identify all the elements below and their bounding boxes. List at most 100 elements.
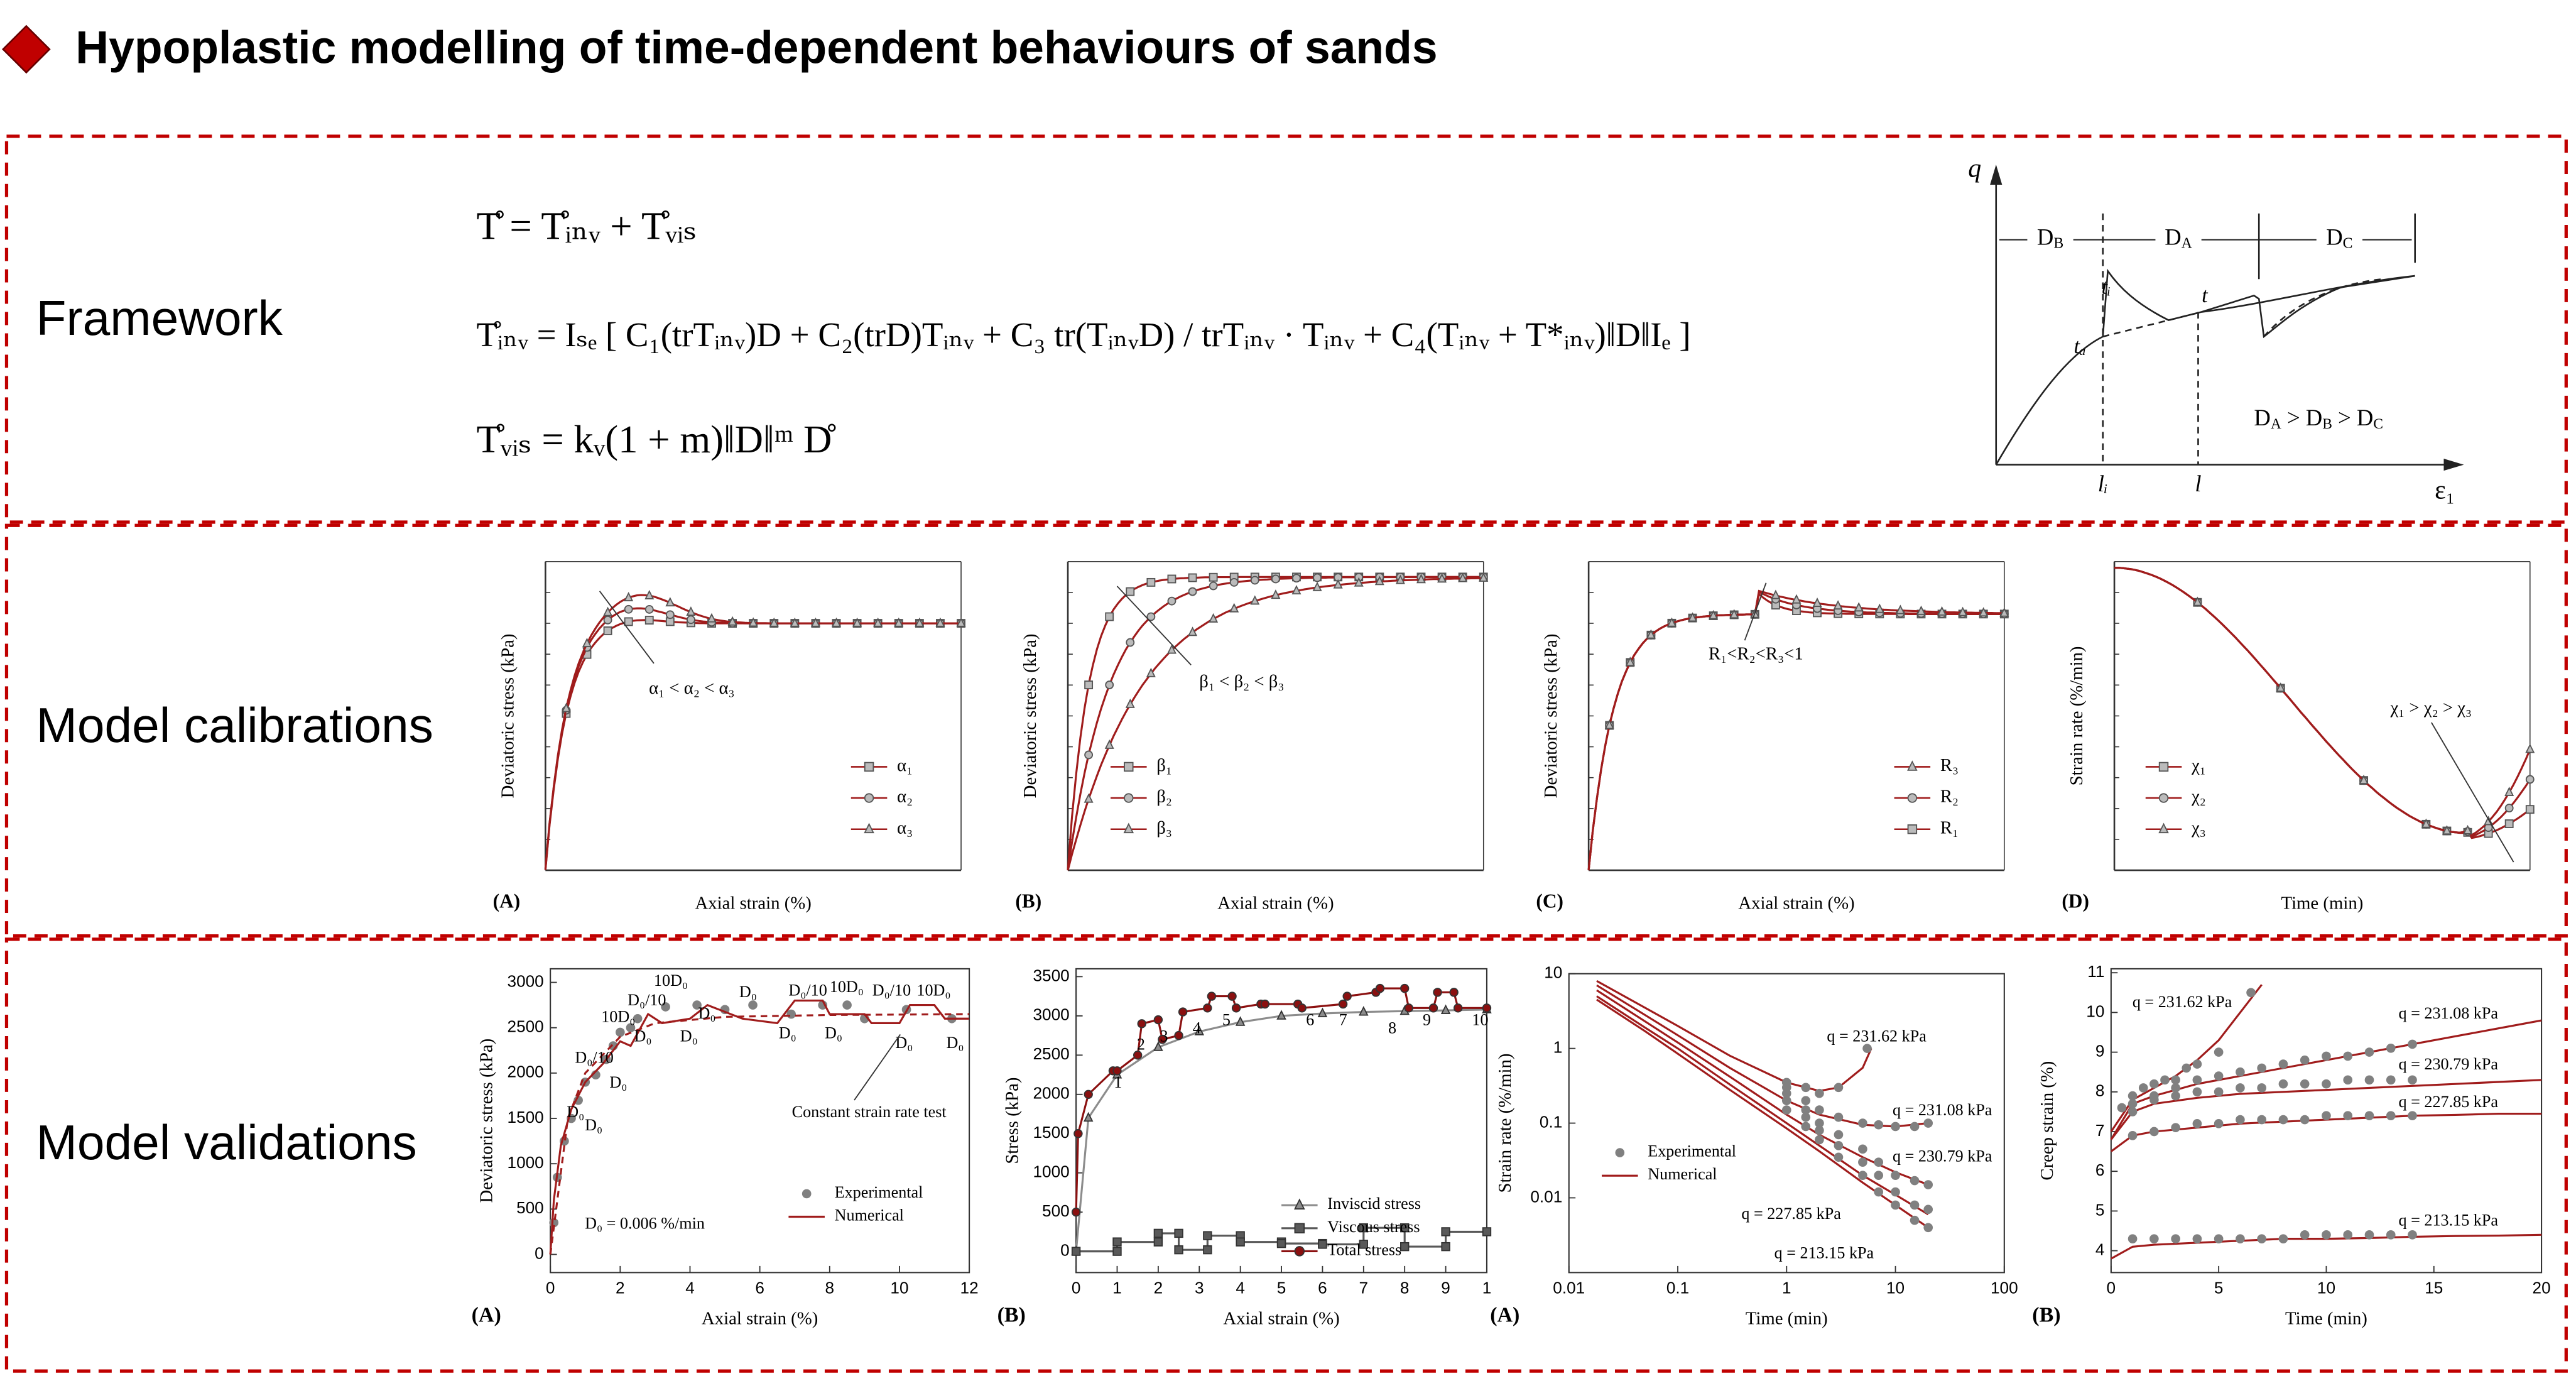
- data-point: [2278, 1059, 2288, 1069]
- subscripted-label: DA​: [2165, 224, 2192, 252]
- data-point: [2278, 1115, 2288, 1125]
- x-tick-label: 2: [1154, 1278, 1163, 1297]
- illustrative-marker: [2504, 786, 2514, 796]
- x-tick-label: 10: [1886, 1278, 1905, 1297]
- data-point: [2128, 1099, 2138, 1109]
- label-base: D: [2326, 224, 2342, 250]
- data-point: [2322, 1051, 2331, 1061]
- data-point: [2322, 1111, 2331, 1121]
- legend-label: R₂: [1940, 787, 1959, 807]
- data-point: [692, 1000, 702, 1010]
- data-point: [1400, 1242, 1410, 1252]
- data-point: [818, 1000, 828, 1010]
- legend-label: Inviscid stress: [1327, 1194, 1421, 1213]
- illustrative-marker: [582, 638, 592, 647]
- illustrative-marker: [1729, 609, 1739, 619]
- annotation: q = 230.79 kPa: [2399, 1055, 2499, 1073]
- illustrative-marker: [2504, 804, 2514, 813]
- data-point: [1441, 1227, 1450, 1237]
- panel-label: (B): [997, 1304, 1026, 1327]
- illustrative-marker: [1209, 613, 1219, 623]
- y-tick-label: 1500: [508, 1108, 544, 1127]
- point-label: tᵢ: [2102, 276, 2111, 299]
- illustrative-marker: [873, 617, 883, 627]
- data-point: [2128, 1091, 2138, 1101]
- illustrative-marker: [2276, 682, 2286, 692]
- x-tick-label: 0: [546, 1278, 555, 1297]
- illustrative-marker: [1979, 607, 1989, 617]
- illustrative-marker: [686, 606, 696, 616]
- legend-label: Numerical: [835, 1206, 904, 1225]
- legend-marker: [1124, 762, 1134, 772]
- annotation: χ₁ > χ₂ > χ₃: [2389, 698, 2472, 718]
- data-point: [1874, 1157, 1884, 1167]
- data-point: [1858, 1171, 1867, 1180]
- x-tick-label: 7: [1359, 1278, 1369, 1297]
- y-tick-label: 2500: [1033, 1044, 1069, 1063]
- label-sub: A: [2182, 236, 2192, 252]
- data-point: [2149, 1234, 2159, 1243]
- annotation: 8: [1388, 1019, 1396, 1037]
- title: Hypoplastic modelling of time-dependent …: [75, 21, 1437, 73]
- x-tick-label: 10: [890, 1278, 908, 1297]
- illustrative-marker: [665, 610, 675, 620]
- data-point: [1174, 1228, 1183, 1238]
- illustrative-marker: [644, 604, 654, 614]
- x-mark-label: lᵢ: [2098, 471, 2108, 496]
- data-point: [1482, 1227, 1492, 1237]
- illustrative-marker: [624, 617, 633, 626]
- legend-marker: [864, 822, 874, 834]
- data-point: [1815, 1105, 1824, 1115]
- annotation: D₀: [567, 1103, 584, 1121]
- y-tick-label: 3500: [1033, 966, 1069, 985]
- y-axis-label: Deviatoric stress (kPa): [1541, 634, 1561, 799]
- illustrative-marker: [1374, 576, 1384, 586]
- data-point: [1276, 1010, 1286, 1020]
- data-point: [1133, 1051, 1143, 1060]
- legend-marker: [802, 1189, 812, 1199]
- data-point: [1073, 1129, 1083, 1138]
- data-point: [1874, 1187, 1884, 1197]
- annotation: q = 213.15 kPa: [2399, 1211, 2499, 1229]
- data-point: [2300, 1079, 2310, 1089]
- illustrative-marker: [686, 615, 695, 625]
- y-axis-label: Deviatoric stress (kPa): [476, 1039, 496, 1203]
- data-point: [1891, 1187, 1900, 1197]
- x-tick-label: 2: [616, 1278, 625, 1297]
- annotation: q = 213.15 kPa: [1774, 1244, 1874, 1262]
- x-tick-label: 1: [1782, 1278, 1791, 1297]
- annotation: 6: [1306, 1011, 1314, 1029]
- data-point: [2138, 1083, 2148, 1093]
- panel-label: (A): [1490, 1304, 1519, 1327]
- annotation: D₀/10: [628, 991, 666, 1009]
- legend-marker: [1615, 1148, 1625, 1157]
- data-point: [1071, 1247, 1081, 1256]
- annotation: q = 231.62 kPa: [1827, 1027, 1927, 1046]
- illustrative-marker: [644, 589, 655, 599]
- illustrative-marker: [852, 617, 862, 627]
- illustrative-marker: [1895, 604, 1905, 614]
- legend-marker: [1294, 1223, 1305, 1234]
- schematic: [1990, 165, 2464, 471]
- illustrative-marker: [1084, 750, 1094, 760]
- y-tick-label: 500: [1042, 1201, 1070, 1220]
- y-tick-label: 2000: [508, 1062, 544, 1081]
- data-point: [1454, 1003, 1463, 1013]
- illustrative-marker: [748, 617, 758, 627]
- illustrative-marker: [1229, 603, 1239, 613]
- data-point: [1400, 983, 1410, 993]
- illustrative-marker: [1126, 587, 1135, 596]
- data-point: [1400, 1223, 1410, 1233]
- schematic-curve: [1995, 268, 2415, 466]
- data-point: [1482, 1003, 1492, 1013]
- illustrative-marker: [2525, 743, 2535, 753]
- data-point: [2171, 1075, 2180, 1085]
- data-point: [1203, 1003, 1212, 1013]
- x-tick-label: 0.1: [1666, 1278, 1689, 1297]
- data-point: [2300, 1055, 2310, 1065]
- data-point: [2117, 1103, 2127, 1113]
- illustrative-marker: [935, 617, 945, 627]
- equation: T̊ᵢₙᵥ = Iₛₑ [ C₁(trTᵢₙᵥ)D + C₂(trD)Tᵢₙᵥ …: [476, 315, 1690, 354]
- data-point: [1862, 1044, 1872, 1053]
- data-point: [2149, 1079, 2159, 1089]
